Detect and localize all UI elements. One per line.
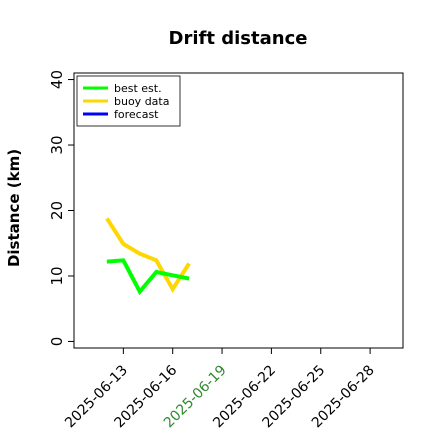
y-axis-ticks: 0 10 20 30 40 — [48, 70, 74, 346]
legend: best est. buoy data forecast — [76, 75, 181, 127]
y-tick-label: 10 — [48, 266, 66, 285]
legend-label-buoy-data: buoy data — [114, 95, 169, 108]
series-line-best-est — [106, 258, 190, 296]
y-tick-label: 0 — [48, 337, 66, 347]
y-tick-label: 20 — [48, 201, 66, 220]
legend-label-forecast: forecast — [114, 108, 159, 121]
series-line-buoy-data — [105, 217, 191, 293]
series-lines — [105, 217, 191, 296]
legend-label-best-est: best est. — [114, 82, 162, 95]
y-axis-label: Distance (km) — [5, 149, 23, 267]
y-tick-label: 40 — [48, 70, 66, 89]
chart-title: Drift distance — [169, 28, 308, 49]
x-axis-ticks: 2025-06-132025-06-162025-06-192025-06-22… — [62, 348, 378, 431]
y-tick-label: 30 — [48, 135, 66, 154]
